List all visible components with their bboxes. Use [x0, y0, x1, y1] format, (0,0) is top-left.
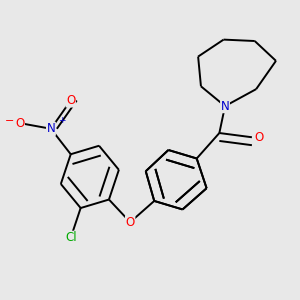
Text: N: N	[220, 100, 230, 112]
Text: −: −	[5, 116, 15, 126]
Text: O: O	[254, 131, 264, 144]
Text: O: O	[15, 117, 24, 130]
Text: Cl: Cl	[65, 231, 76, 244]
Text: O: O	[126, 216, 135, 229]
Text: +: +	[58, 116, 65, 125]
Text: N: N	[46, 122, 55, 135]
Text: O: O	[66, 94, 75, 107]
